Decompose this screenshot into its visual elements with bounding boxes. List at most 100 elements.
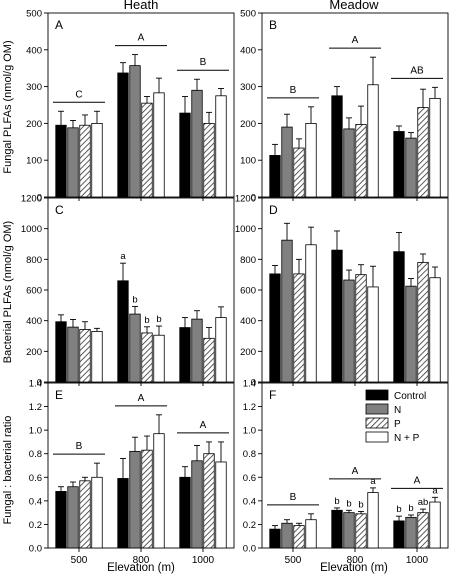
bar: [293, 147, 305, 198]
y-tick-label: 0: [37, 378, 42, 389]
y-tick-label: 300: [26, 82, 42, 93]
y-tick-label: 600: [26, 286, 42, 297]
bar: [343, 279, 355, 383]
bar: [179, 112, 191, 198]
bar-significance-label: b: [132, 294, 137, 305]
bar: [203, 453, 215, 549]
bar: [179, 327, 191, 383]
group-letter: A: [200, 420, 207, 431]
bar: [79, 329, 91, 383]
bar-significance-label: a: [370, 476, 376, 487]
y-tick-label: 400: [26, 316, 42, 327]
bar: [153, 433, 165, 549]
bar: [117, 280, 129, 383]
legend-label: N: [394, 405, 401, 416]
y-tick-label: 200: [240, 347, 256, 358]
bar-significance-label: b: [144, 315, 149, 326]
x-tick-label: 800: [133, 555, 150, 566]
bar: [203, 337, 215, 383]
bar-significance-label: b: [346, 498, 351, 509]
bar: [117, 72, 129, 198]
bar: [305, 244, 317, 383]
panel-letter: B: [269, 18, 277, 32]
bar: [129, 450, 141, 549]
bar: [355, 124, 367, 198]
bar: [429, 97, 441, 198]
group-letter: B: [290, 492, 297, 503]
bar: [367, 286, 379, 383]
bar: [343, 512, 355, 549]
y-tick-label: 0.6: [29, 473, 42, 484]
y-tick-label: 0.4: [243, 496, 256, 507]
legend-label: P: [394, 419, 401, 430]
bar: [91, 123, 103, 198]
legend-label: N + P: [394, 433, 420, 444]
x-tick-label: 1000: [192, 555, 215, 566]
panel-d: D 0 200 400 600 800 1000 1200: [235, 194, 449, 389]
bar: [305, 519, 317, 549]
bar: [269, 155, 281, 198]
group-letter: B: [200, 57, 207, 68]
bar-significance-label: b: [396, 504, 401, 515]
group-letter: AB: [410, 65, 424, 76]
y-tick-label: 0.6: [243, 473, 256, 484]
bar: [79, 480, 91, 549]
group-letter: A: [138, 393, 145, 404]
legend-swatch: [365, 403, 389, 415]
group-letter: A: [352, 466, 359, 477]
group-letter: B: [76, 441, 83, 452]
bar: [331, 249, 343, 383]
bar: [331, 95, 343, 198]
bar: [215, 95, 227, 198]
bar: [393, 520, 405, 549]
bar: [191, 460, 203, 549]
y-tick-label: 0.0: [243, 544, 256, 555]
group-letter: B: [290, 85, 297, 96]
panel-b: B 0 100 200 300 400 500 B A AB: [240, 9, 449, 204]
group-letter: A: [414, 475, 421, 486]
y-tick-label: 0.2: [29, 520, 42, 531]
y-tick-label: 0.8: [29, 449, 42, 460]
bar: [405, 516, 417, 549]
y-label-fungal-plfas: Fungal PLFAs (nmol/g OM): [2, 40, 14, 173]
panel-e: E 0.0 0.2 0.4 0.6 0.8 1.0 1.2 1.4 500 800 1000 B A A: [29, 379, 235, 566]
bar-significance-label: ab: [418, 497, 429, 508]
legend-label: Control: [394, 391, 426, 402]
bar: [141, 102, 153, 198]
y-tick-label: 500: [240, 9, 256, 20]
bar: [429, 501, 441, 549]
bar: [153, 334, 165, 383]
column-title-meadow: Meadow: [329, 0, 379, 12]
bar-significance-label: b: [358, 499, 363, 510]
x-label-heath: Elevation (m): [107, 562, 175, 574]
bar: [269, 273, 281, 383]
y-tick-label: 0.0: [29, 544, 42, 555]
bar-significance-label: b: [408, 503, 413, 514]
y-tick-label: 0.2: [243, 520, 256, 531]
bar: [269, 528, 281, 549]
y-tick-label: 1000: [235, 224, 256, 235]
y-tick-label: 1.4: [29, 379, 42, 390]
y-tick-label: 1200: [21, 194, 42, 205]
panels: A0100200300400500CABB0100200300400500BAA…: [21, 9, 449, 566]
y-tick-label: 600: [240, 286, 256, 297]
bar: [393, 131, 405, 198]
y-tick-label: 400: [26, 45, 42, 56]
panel-letter: D: [269, 203, 278, 217]
bar: [203, 123, 215, 198]
y-tick-label: 1.0: [29, 426, 42, 437]
x-tick-label: 800: [347, 555, 364, 566]
bar: [293, 273, 305, 383]
group-letter: C: [75, 89, 82, 100]
column-title-heath: Heath: [124, 0, 159, 12]
bar: [305, 123, 317, 198]
bar: [293, 525, 305, 549]
bar: [331, 509, 343, 549]
bar: [215, 461, 227, 549]
bar: [67, 127, 79, 198]
group-letter: A: [138, 33, 145, 44]
bar: [355, 513, 367, 549]
bar: [91, 476, 103, 549]
